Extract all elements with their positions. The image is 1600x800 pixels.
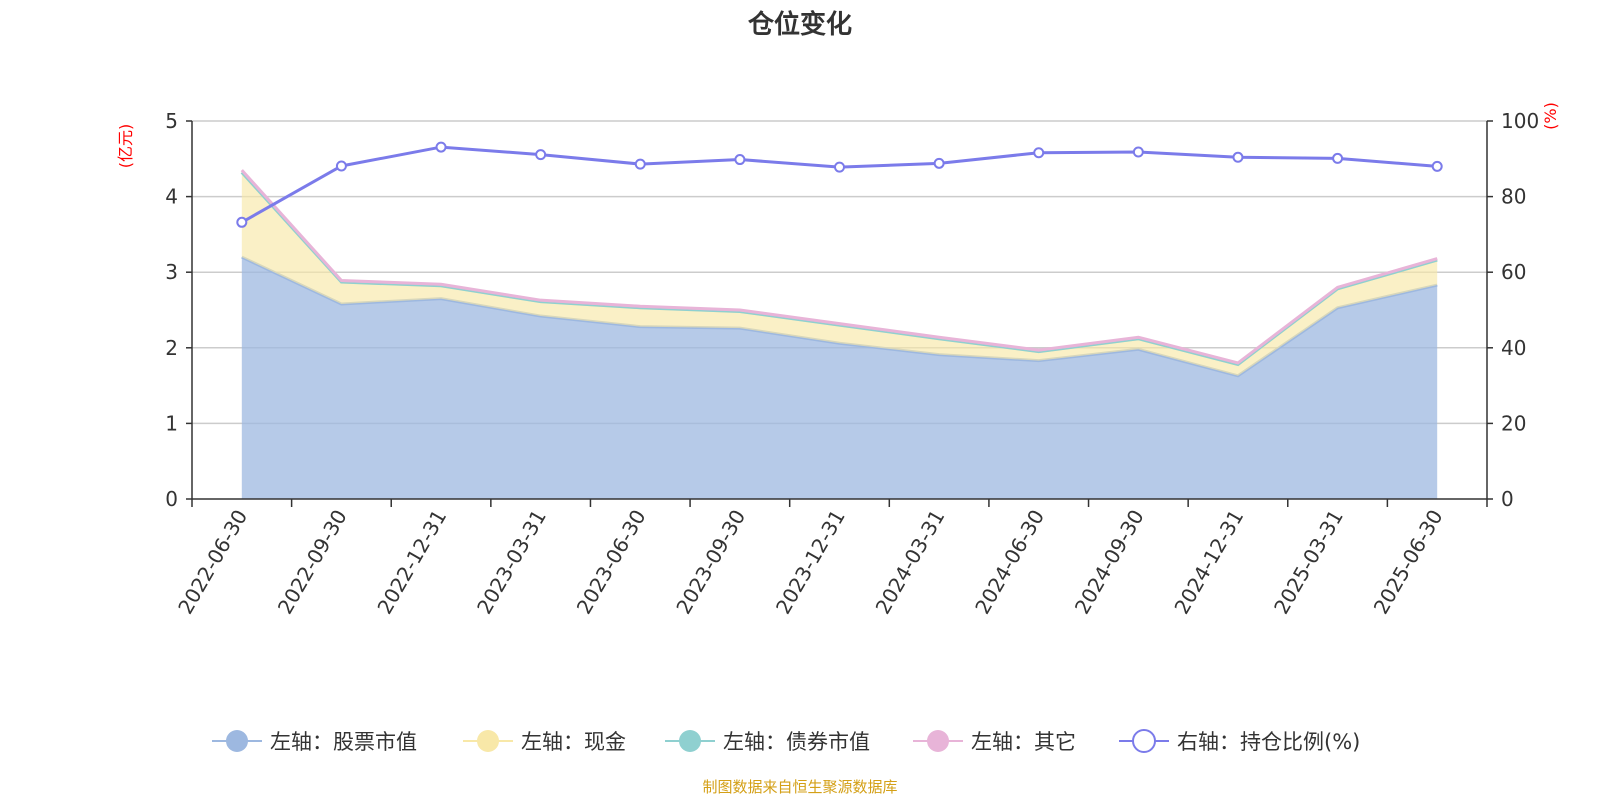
x-axis-tick-label: 2024-03-31 bbox=[871, 506, 950, 619]
x-axis-tick-label: 2024-12-31 bbox=[1169, 506, 1248, 619]
x-axis-tick-label: 2022-12-31 bbox=[372, 506, 451, 619]
chart-title: 仓位变化 bbox=[747, 9, 852, 40]
ratio-point bbox=[1431, 160, 1443, 172]
left-axis-tick-label: 4 bbox=[165, 185, 178, 209]
data-source-note: 制图数据来自恒生聚源数据库 bbox=[702, 778, 897, 796]
area-edge-左轴：其它 bbox=[240, 169, 1438, 365]
legend-label: 左轴：股票市值 bbox=[270, 730, 417, 754]
legend-item: 左轴：其它 bbox=[913, 730, 1076, 754]
left-axis-unit-label: (亿元) bbox=[116, 124, 135, 169]
legend-label: 左轴：现金 bbox=[521, 730, 626, 754]
legend-label: 左轴：债券市值 bbox=[723, 730, 870, 754]
x-axis-tick-label: 2022-09-30 bbox=[273, 506, 352, 619]
x-axis-tick-label: 2023-12-31 bbox=[771, 506, 850, 619]
right-axis-tick-label: 60 bbox=[1501, 260, 1526, 284]
legend-swatch-marker bbox=[226, 730, 248, 752]
ratio-point bbox=[1332, 152, 1344, 164]
legend-item: 右轴：持仓比例(%) bbox=[1119, 729, 1360, 754]
ratio-line bbox=[241, 145, 1438, 224]
right-axis-tick-label: 20 bbox=[1501, 411, 1526, 435]
legend-swatch-marker bbox=[1132, 729, 1156, 753]
x-axis-tick-label: 2025-03-31 bbox=[1269, 506, 1348, 619]
stacked-areas bbox=[240, 169, 1438, 499]
legend-swatch-marker bbox=[927, 730, 949, 752]
ratio-point bbox=[1232, 151, 1244, 163]
left-axis-tick-label: 1 bbox=[165, 411, 178, 435]
legend-item: 左轴：现金 bbox=[463, 730, 626, 754]
ratio-point bbox=[236, 216, 248, 228]
right-axis-tick-label: 80 bbox=[1501, 185, 1526, 209]
legend-swatch-marker bbox=[477, 730, 499, 752]
x-axis-tick-label: 2024-06-30 bbox=[970, 506, 1049, 619]
x-axis-tick-label: 2023-09-30 bbox=[671, 506, 750, 619]
ratio-point bbox=[1033, 147, 1045, 159]
legend-item: 左轴：债券市值 bbox=[665, 730, 870, 754]
x-axis-tick-label: 2025-06-30 bbox=[1369, 506, 1448, 619]
right-axis-tick-label: 100 bbox=[1501, 109, 1539, 133]
ratio-point bbox=[435, 141, 447, 153]
right-axis-tick-label: 0 bbox=[1501, 487, 1514, 511]
ratio-point bbox=[535, 149, 547, 161]
left-axis-tick-label: 0 bbox=[165, 487, 178, 511]
ratio-point bbox=[335, 160, 347, 172]
ratio-point bbox=[933, 157, 945, 169]
legend-label: 右轴：持仓比例(%) bbox=[1177, 730, 1360, 754]
x-axis-tick-label: 2023-03-31 bbox=[472, 506, 551, 619]
legend-label: 左轴：其它 bbox=[971, 730, 1076, 754]
area-左轴：股票市值 bbox=[241, 257, 1438, 499]
x-axis-tick-label: 2024-09-30 bbox=[1070, 506, 1149, 619]
right-axis-unit-label: (%) bbox=[1541, 102, 1560, 130]
legend-item: 左轴：股票市值 bbox=[212, 730, 417, 754]
left-axis-tick-label: 2 bbox=[165, 336, 178, 360]
left-axis-tick-label: 3 bbox=[165, 260, 178, 284]
legend-swatch-marker bbox=[679, 730, 701, 752]
right-axis-tick-label: 40 bbox=[1501, 336, 1526, 360]
ratio-point bbox=[834, 161, 845, 173]
x-axis-tick-label: 2022-06-30 bbox=[173, 506, 252, 619]
ratio-point bbox=[1132, 146, 1144, 158]
area-左轴：现金 bbox=[241, 172, 1438, 376]
x-axis-tick-label: 2023-06-30 bbox=[572, 506, 651, 619]
legend: 左轴：股票市值 左轴：现金 左轴：债券市值 左轴：其它 右轴：持仓比例(%) bbox=[212, 729, 1360, 754]
ratio-point bbox=[734, 154, 746, 166]
ratio-point bbox=[634, 158, 646, 170]
left-axis-tick-label: 5 bbox=[165, 109, 178, 133]
position-ratio-line bbox=[236, 141, 1443, 228]
